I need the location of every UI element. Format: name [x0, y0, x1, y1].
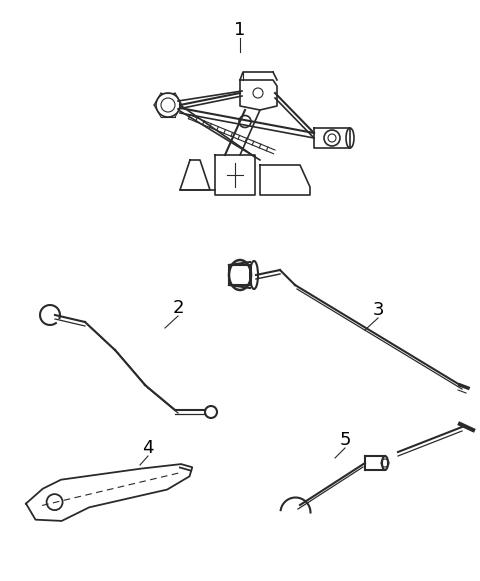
- Text: 2: 2: [172, 299, 184, 317]
- Text: 1: 1: [234, 21, 246, 39]
- Text: 5: 5: [339, 431, 351, 449]
- Text: 4: 4: [142, 439, 154, 457]
- Text: 3: 3: [372, 301, 384, 319]
